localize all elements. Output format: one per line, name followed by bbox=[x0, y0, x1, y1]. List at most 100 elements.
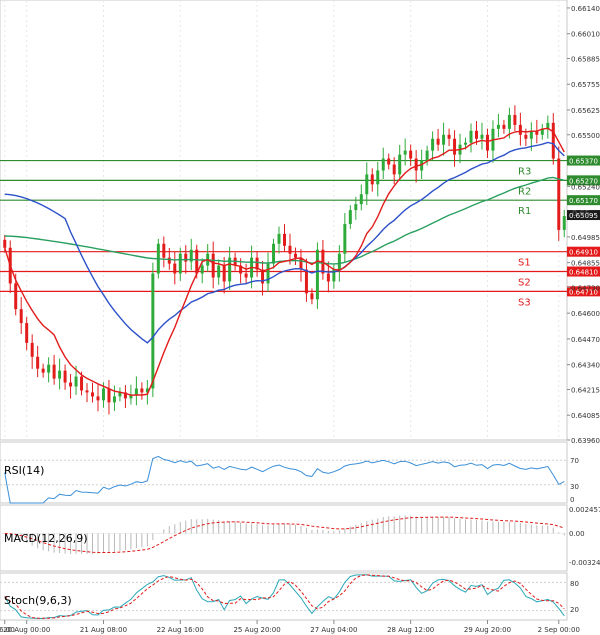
level-tag-label-s2: 0.64810 bbox=[569, 269, 598, 277]
candle-body bbox=[25, 323, 29, 343]
price-tick-label: 0.64855 bbox=[571, 260, 600, 268]
candle-body bbox=[162, 243, 166, 258]
ma-fast-line bbox=[4, 127, 565, 396]
candle-body bbox=[376, 170, 380, 185]
candle-body bbox=[293, 253, 297, 258]
candle-body bbox=[315, 249, 319, 300]
candle-body bbox=[277, 233, 281, 244]
stoch-tick-80: 80 bbox=[570, 580, 579, 588]
candle-body bbox=[47, 364, 51, 373]
price-tick-label: 0.64085 bbox=[571, 412, 600, 420]
candle-body bbox=[496, 124, 500, 129]
time-tick-label: 2 Sep 00:00 bbox=[538, 626, 580, 634]
stoch-d-line bbox=[4, 574, 565, 619]
stoch-label: Stoch(9,6,3) bbox=[4, 594, 72, 607]
level-tag-r2 bbox=[567, 175, 600, 186]
time-tick-label: 28 Aug 12:00 bbox=[387, 626, 434, 634]
candle-body bbox=[167, 257, 171, 264]
level-tag-label-s1: 0.64910 bbox=[569, 249, 598, 257]
stoch-indicator bbox=[0, 574, 567, 620]
candle-body bbox=[58, 370, 62, 379]
level-name-s1: S1 bbox=[518, 258, 531, 269]
candle-body bbox=[535, 130, 539, 135]
stoch-k-line bbox=[4, 574, 565, 620]
candle-body bbox=[414, 158, 418, 171]
price-tick-label: 0.64600 bbox=[571, 310, 600, 318]
candle-body bbox=[403, 150, 407, 155]
candle-body bbox=[299, 257, 303, 270]
candle-body bbox=[354, 204, 358, 211]
price-axis-fragment: 0.65 bbox=[572, 209, 590, 218]
candle-body bbox=[359, 194, 363, 205]
candle-body bbox=[540, 128, 544, 135]
candle-body bbox=[266, 263, 270, 284]
candle-body bbox=[365, 174, 369, 195]
candle-body bbox=[228, 257, 232, 282]
macd-signal-line bbox=[4, 516, 565, 553]
candle-body bbox=[91, 392, 95, 397]
pivot-levels: R3 0.65370 R2 0.65270 R1 0.65170 S1 0.64910 S2 0.… bbox=[0, 155, 600, 308]
candle-body bbox=[288, 245, 292, 254]
current-price-label: 0.65095 bbox=[569, 212, 598, 220]
candle-body bbox=[145, 388, 149, 393]
candle-body bbox=[189, 249, 193, 262]
candle-body bbox=[480, 134, 484, 139]
price-tick-label: 0.63960 bbox=[571, 437, 600, 445]
candle-body bbox=[200, 265, 204, 274]
candle-body bbox=[36, 356, 40, 369]
candle-body bbox=[420, 160, 424, 171]
level-tag-s2 bbox=[567, 266, 600, 277]
macd-tick-bottom: -0.003249 bbox=[569, 559, 600, 567]
candle-body bbox=[184, 253, 188, 262]
price-tick-label: 0.65885 bbox=[571, 55, 600, 63]
rsi-panel bbox=[0, 441, 568, 504]
level-name-s2: S2 bbox=[518, 278, 531, 289]
price-axis: 0.66140 0.66010 0.65885 0.65755 0.65625 0.655… bbox=[567, 5, 600, 445]
candle-body bbox=[101, 388, 105, 401]
candle-body bbox=[3, 239, 7, 248]
rsi-tick-30: 30 bbox=[570, 483, 579, 491]
candle-body bbox=[310, 293, 314, 300]
candle-body bbox=[518, 124, 522, 135]
candle-body bbox=[436, 138, 440, 145]
main-panel bbox=[0, 0, 568, 441]
candle-body bbox=[447, 134, 451, 139]
macd-tick-zero: 0.00 bbox=[569, 530, 585, 538]
candle-body bbox=[442, 134, 446, 145]
candle-body bbox=[326, 273, 330, 282]
candle-body bbox=[272, 243, 276, 264]
candle-body bbox=[551, 122, 555, 159]
rsi-tick-70: 70 bbox=[570, 457, 579, 465]
candle-body bbox=[74, 376, 78, 387]
candle-body bbox=[80, 376, 84, 391]
price-tick-label: 0.64985 bbox=[571, 234, 600, 242]
candle-body bbox=[387, 158, 391, 165]
ma-mid-line bbox=[4, 141, 565, 344]
rsi-label: RSI(14) bbox=[4, 464, 44, 477]
level-tag-label-r3: 0.65370 bbox=[569, 158, 598, 166]
level-name-r3: R3 bbox=[518, 167, 531, 178]
time-tick-label: 25 Aug 20:00 bbox=[233, 626, 280, 634]
candle-body bbox=[513, 114, 517, 125]
candle-body bbox=[151, 273, 155, 389]
level-tag-s3 bbox=[567, 286, 600, 297]
candle-body bbox=[112, 396, 116, 403]
candle-body bbox=[123, 392, 127, 399]
candle-body bbox=[261, 269, 265, 284]
candle-body bbox=[529, 130, 533, 139]
stoch-tick-20: 20 bbox=[570, 606, 579, 614]
candle-body bbox=[474, 130, 478, 139]
candle-body bbox=[337, 253, 341, 270]
candle-body bbox=[85, 390, 89, 393]
candle-body bbox=[211, 253, 215, 278]
candle-body bbox=[507, 114, 511, 129]
candle-body bbox=[173, 263, 177, 274]
rsi-indicator bbox=[0, 455, 567, 504]
candle-body bbox=[69, 382, 73, 387]
candle-body bbox=[557, 158, 561, 230]
candle-body bbox=[283, 233, 286, 246]
candle-body bbox=[348, 210, 352, 224]
level-tag-r3 bbox=[567, 155, 600, 166]
